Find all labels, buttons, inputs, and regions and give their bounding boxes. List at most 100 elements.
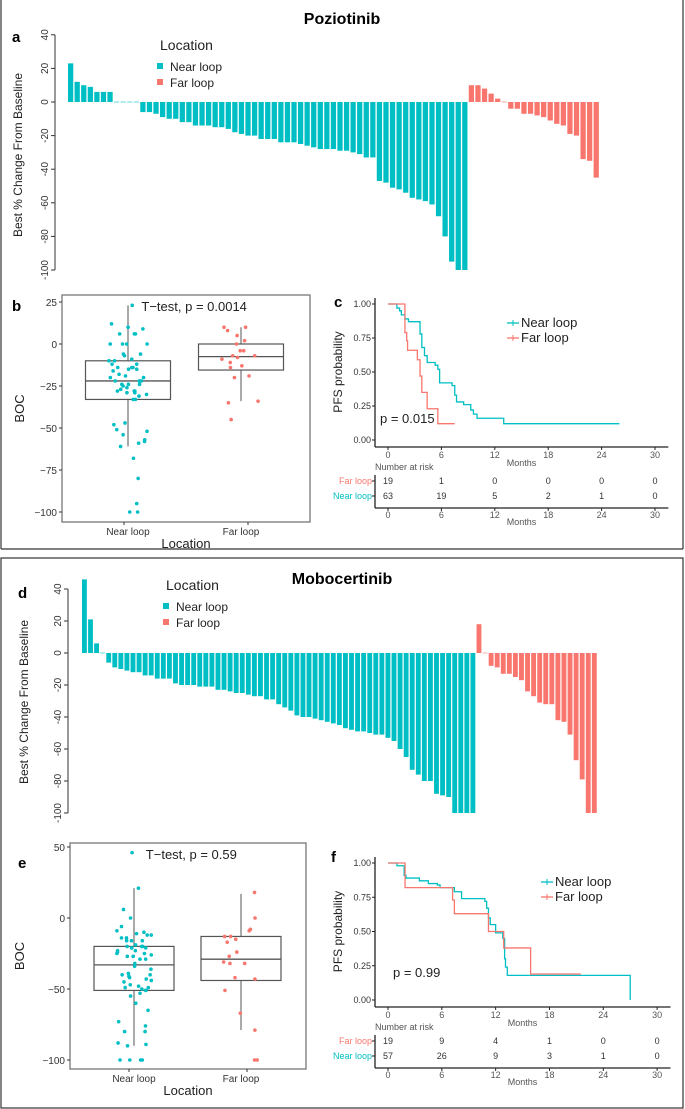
x-axis-label: Months (507, 458, 537, 468)
point-near-loop (111, 369, 115, 373)
bar-near-loop (87, 86, 93, 102)
bar-near-loop (173, 102, 179, 119)
x-tick-label: 0 (385, 1010, 390, 1020)
plot-panel (69, 842, 307, 1070)
bar-near-loop (227, 653, 233, 692)
bar-far-loop (527, 102, 534, 114)
y-axis-label: PFS probability (331, 331, 345, 412)
y-tick-label: -20 (40, 128, 51, 143)
point-near-loop (110, 362, 114, 366)
point-near-loop (109, 322, 114, 326)
risk-value: 1 (547, 1036, 552, 1046)
point-near-loop (128, 994, 133, 998)
bar-near-loop (136, 653, 142, 673)
y-axis-label: BOC (12, 942, 27, 970)
point-near-loop (112, 422, 116, 427)
km-curve-near-loop (388, 303, 620, 425)
point-near-loop (123, 421, 127, 425)
bar-far-loop (547, 102, 553, 121)
point-far-loop (225, 940, 229, 944)
bar-far-loop (567, 102, 573, 134)
point-near-loop (128, 982, 133, 987)
bar-near-loop (265, 102, 271, 139)
bar-near-loop (209, 653, 215, 687)
bar-far-loop (512, 653, 518, 677)
point-near-loop (142, 951, 147, 956)
point-near-loop (125, 944, 129, 949)
x-tick-label: 0 (385, 450, 390, 460)
x-tick-label: 6 (439, 450, 444, 460)
point-far-loop (222, 325, 226, 330)
box (84, 360, 172, 401)
bar-near-loop (225, 102, 231, 129)
bar-near-loop (442, 102, 448, 237)
risk-x-axis-label: Months (508, 1077, 538, 1087)
point-far-loop (222, 934, 227, 939)
bar-near-loop (153, 102, 159, 114)
point-near-loop (133, 390, 137, 395)
bar-near-loop (318, 653, 324, 721)
y-tick-label: 0.25 (353, 401, 371, 411)
x-tick-label: 12 (491, 1010, 501, 1020)
point-near-loop (125, 954, 130, 959)
y-tick-label: −25 (40, 382, 57, 393)
p-value-label: p = 0.99 (393, 965, 440, 980)
point-far-loop (242, 961, 247, 966)
point-near-loop (129, 938, 134, 943)
x-axis-label: Location (161, 536, 210, 551)
legend-label: Far loop (176, 616, 220, 630)
point-near-loop (129, 365, 134, 370)
panel-letter: b (12, 298, 21, 315)
y-tick-label: −75 (40, 466, 57, 477)
bar-near-loop (154, 653, 160, 679)
bar-near-loop (270, 653, 276, 700)
risk-x-tick-label: 30 (650, 510, 660, 520)
panel-letter: a (12, 29, 21, 46)
risk-x-axis-label: Months (507, 517, 537, 527)
bar-near-loop (297, 102, 304, 144)
risk-value: 0 (599, 476, 604, 486)
point-near-loop (149, 978, 154, 983)
bar-near-loop (300, 653, 306, 717)
point-far-loop (226, 401, 231, 405)
point-near-loop (124, 938, 129, 943)
y-tick-label: -60 (40, 195, 51, 210)
bar-far-loop (488, 93, 494, 102)
y-tick-label: 40 (40, 29, 51, 41)
legend-swatch (157, 63, 163, 69)
bar-near-loop (376, 102, 383, 181)
bar-near-loop (291, 102, 297, 143)
x-tick-label: 24 (597, 450, 607, 460)
bar-near-loop (186, 102, 192, 123)
point-near-loop (136, 476, 140, 481)
point-far-loop (235, 950, 239, 954)
point-near-loop (134, 362, 139, 366)
bar-far-loop (549, 653, 555, 705)
y-tick-label: 1.00 (353, 299, 371, 309)
legend-swatch (157, 79, 163, 85)
bar-near-loop (94, 643, 99, 653)
point-near-loop (126, 367, 131, 372)
bar-near-loop (179, 102, 185, 123)
bar-near-loop (391, 653, 397, 741)
point-near-loop (115, 951, 119, 956)
bar-near-loop (130, 653, 136, 673)
risk-value: 19 (383, 476, 393, 486)
bar-near-loop (422, 102, 429, 202)
bar-near-loop (82, 579, 87, 653)
bar-far-loop (494, 653, 500, 668)
y-tick-label: 0.00 (353, 995, 371, 1005)
bar-near-loop (239, 653, 245, 693)
risk-x-tick-label: 12 (490, 510, 500, 520)
bar-far-loop (519, 653, 524, 681)
risk-value: 0 (601, 1036, 606, 1046)
risk-row-label: Near loop (333, 491, 372, 501)
point-near-loop (119, 936, 124, 940)
risk-value: 1 (439, 476, 444, 486)
bar-near-loop (221, 653, 227, 690)
bar-near-loop (389, 102, 396, 188)
point-far-loop (223, 988, 227, 993)
y-tick-label: −100 (42, 1056, 65, 1067)
bar-far-loop (488, 653, 494, 666)
bar-near-loop (455, 102, 461, 270)
